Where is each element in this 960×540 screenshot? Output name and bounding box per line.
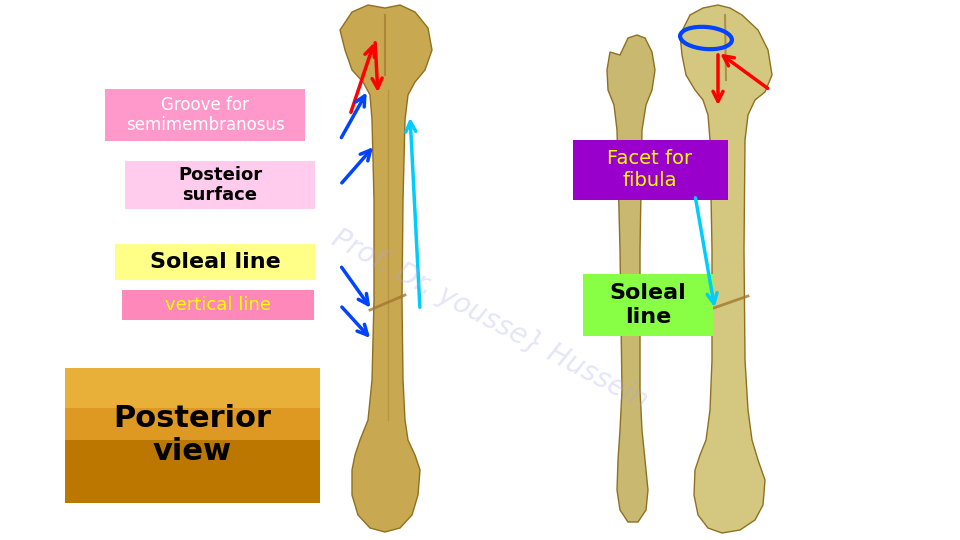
FancyBboxPatch shape [572, 140, 728, 200]
FancyBboxPatch shape [105, 89, 305, 141]
FancyBboxPatch shape [65, 368, 320, 408]
FancyBboxPatch shape [125, 161, 315, 209]
Text: Groove for
semimembranosus: Groove for semimembranosus [126, 96, 284, 134]
Text: Posterior
view: Posterior view [113, 404, 271, 467]
Text: Facet for
fibula: Facet for fibula [608, 150, 692, 191]
FancyBboxPatch shape [65, 440, 320, 503]
Text: vertical line: vertical line [165, 296, 271, 314]
Polygon shape [340, 5, 432, 532]
Polygon shape [680, 5, 772, 533]
FancyBboxPatch shape [122, 290, 314, 320]
FancyBboxPatch shape [65, 368, 320, 503]
FancyBboxPatch shape [583, 274, 713, 336]
Polygon shape [607, 35, 655, 522]
Text: Posteior
surface: Posteior surface [178, 166, 262, 205]
Text: Soleal
line: Soleal line [610, 284, 686, 327]
Text: Prof. Dr. yousse} Hussein: Prof. Dr. yousse} Hussein [327, 225, 653, 415]
FancyBboxPatch shape [115, 244, 315, 280]
Text: Soleal line: Soleal line [150, 252, 280, 272]
